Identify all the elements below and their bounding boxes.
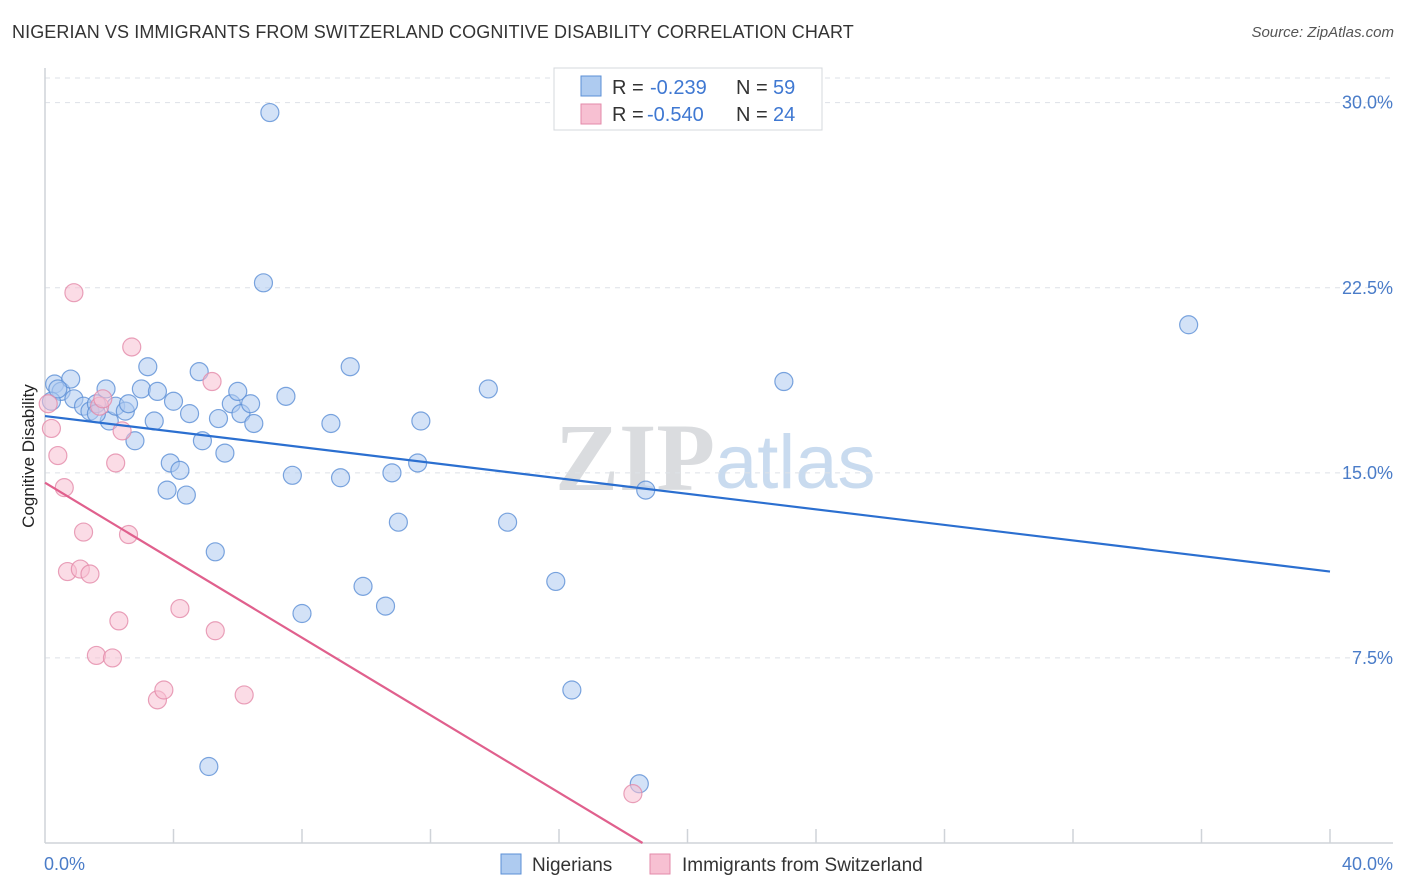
gridlines: 7.5% 15.0% 22.5% 30.0% <box>45 77 1393 668</box>
nigerian-point <box>170 460 190 480</box>
legend-label-swiss: Immigrants from Switzerland <box>682 855 923 876</box>
nigerian-point <box>353 576 373 596</box>
swiss-point <box>73 522 94 542</box>
y-tick-label: 7.5% <box>1352 648 1393 668</box>
x-tick-label-max: 40.0% <box>1342 854 1393 874</box>
nigerian-point <box>244 413 264 434</box>
nigerian-point <box>208 408 229 429</box>
nigerian-point <box>147 381 168 402</box>
stats-r-value-nigerians: -0.239 <box>650 77 707 99</box>
y-tick-label: 30.0% <box>1342 93 1393 113</box>
x-tick-label-min: 0.0% <box>44 854 85 874</box>
nigerian-point <box>478 379 498 399</box>
nigerian-point <box>176 485 196 505</box>
nigerian-point <box>340 357 360 377</box>
nigerian-point <box>546 571 566 592</box>
swiss-point <box>122 337 142 357</box>
swiss-point <box>38 394 58 414</box>
y-tick-label: 15.0% <box>1342 463 1393 483</box>
nigerian-point <box>282 465 302 485</box>
nigerian-point <box>241 394 261 414</box>
nigerian-point <box>1179 315 1199 335</box>
nigerian-point <box>61 369 81 389</box>
swiss-point <box>154 680 174 700</box>
swiss-point <box>64 283 84 303</box>
trend-line-nigerians <box>44 414 1331 573</box>
swiss-point <box>41 418 62 439</box>
swiss-point <box>202 371 222 392</box>
nigerian-point <box>330 468 351 488</box>
stats-swatch-blue <box>580 75 602 97</box>
nigerian-point <box>205 542 225 562</box>
swiss-point <box>205 621 225 641</box>
trend-lines <box>44 414 1331 844</box>
swiss-point <box>80 564 100 584</box>
nigerian-point <box>411 411 431 431</box>
nigerian-point <box>179 404 200 424</box>
legend-label-nigerians: Nigerians <box>532 855 612 876</box>
legend-swatch-swiss <box>649 853 671 875</box>
legend: Nigerians Immigrants from Switzerland <box>500 853 923 876</box>
swiss-point <box>102 648 123 668</box>
nigerian-point <box>253 273 274 293</box>
nigerian-point <box>388 512 408 532</box>
stats-swatch-pink <box>580 103 602 125</box>
nigerian-point <box>260 102 280 123</box>
zipatlas-watermark: ZIP atlas <box>555 404 876 511</box>
swiss-point <box>234 685 254 705</box>
nigerian-point <box>118 394 139 414</box>
nigerian-point <box>138 357 158 377</box>
nigerian-point <box>215 443 235 463</box>
nigerian-point <box>375 596 396 616</box>
nigerian-point <box>125 431 145 451</box>
trend-line-swiss <box>44 481 644 844</box>
nigerian-point <box>228 381 248 402</box>
nigerian-point <box>292 603 312 624</box>
watermark-atlas: atlas <box>715 420 876 505</box>
nigerian-point <box>157 480 177 500</box>
swiss-point <box>86 645 107 666</box>
nigerian-point <box>199 756 219 777</box>
stats-r-label-nigerians: R = <box>612 77 644 99</box>
nigerian-point <box>382 463 402 483</box>
swiss-point <box>170 598 190 619</box>
nigerian-point <box>774 371 794 392</box>
swiss-point <box>93 389 113 409</box>
nigerian-point <box>163 391 184 411</box>
stats-n-label-nigerians: N = <box>736 77 768 99</box>
swiss-point <box>623 784 643 804</box>
nigerian-point <box>498 512 518 532</box>
stats-n-value-nigerians: 59 <box>773 77 795 99</box>
chart-title: NIGERIAN VS IMMIGRANTS FROM SWITZERLAND … <box>12 22 854 42</box>
y-tick-label: 22.5% <box>1342 278 1393 298</box>
stats-r-value-swiss: -0.540 <box>647 104 704 126</box>
stats-n-value-swiss: 24 <box>773 104 795 126</box>
swiss-point <box>109 611 129 631</box>
nigerian-point <box>144 411 164 431</box>
stats-r-label-swiss: R = <box>612 104 644 126</box>
swiss-point <box>106 453 126 473</box>
chart-source: Source: ZipAtlas.com <box>1251 24 1394 41</box>
stats-n-label-swiss: N = <box>736 104 768 126</box>
axes <box>44 68 1393 844</box>
nigerian-point <box>321 413 341 434</box>
data-points <box>38 102 1199 804</box>
nigerian-point <box>562 680 582 700</box>
stats-box: R = -0.239 N = 59 R = -0.540 N = 24 <box>553 67 823 131</box>
y-axis-label: Cognitive Disability <box>19 384 38 528</box>
nigerian-point <box>189 362 209 382</box>
nigerian-point <box>276 386 296 406</box>
swiss-point <box>48 445 68 466</box>
nigerian-point <box>48 379 68 399</box>
nigerian-point <box>131 379 151 399</box>
legend-swatch-nigerians <box>500 853 522 875</box>
